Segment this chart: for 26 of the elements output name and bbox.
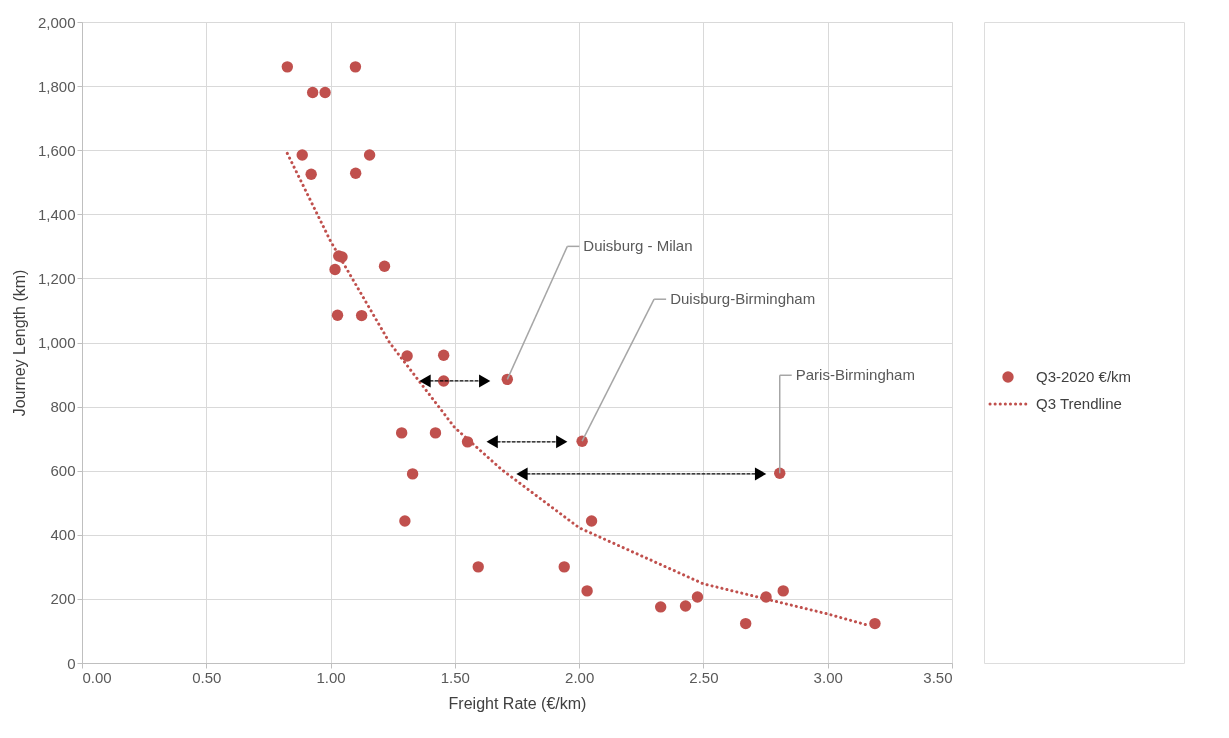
y-tick-label: 1,000 (37, 334, 76, 351)
y-tick-label: 400 (50, 526, 76, 544)
y-tick-label: 600 (50, 462, 76, 480)
x-tick-label: 2.50 (689, 668, 719, 686)
y-tick-label: 1,600 (37, 141, 76, 159)
x-tick-label: 2.00 (565, 668, 595, 686)
y-tick-label: 1,200 (37, 269, 76, 287)
x-tick-label: 1.50 (440, 668, 470, 686)
x-tick-label: 3.50 (923, 668, 953, 686)
y-tick-label: 2,000 (37, 13, 76, 31)
y-tick-label: 1,800 (37, 77, 76, 95)
y-tick-label: 200 (50, 590, 76, 608)
y-tick-label: 800 (50, 398, 76, 416)
annotation: Paris-Birmingham (795, 366, 915, 384)
y-axis-title: Journey Length (km) (10, 269, 28, 417)
x-tick-label: 0.50 (192, 668, 222, 686)
annotation: Duisburg - Milan (583, 237, 693, 255)
legend-label: Q3 Trendline (1036, 395, 1122, 412)
x-tick-label: 0.00 (82, 668, 112, 686)
y-tick-label: 0 (67, 654, 76, 672)
legend-label: Q3-2020 €/km (1036, 368, 1132, 385)
x-tick-label: 1.00 (316, 668, 346, 686)
annotation: Duisburg-Birmingham (670, 290, 816, 308)
x-tick-label: 3.00 (813, 668, 843, 686)
y-tick-label: 1,400 (37, 205, 76, 223)
x-axis-title: Freight Rate (€/km) (448, 694, 587, 712)
